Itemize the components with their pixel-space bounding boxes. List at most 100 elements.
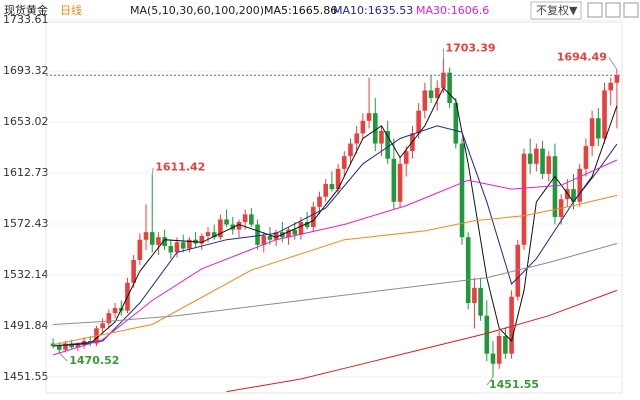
candle-body <box>422 90 428 111</box>
annotation-pointer <box>58 352 68 362</box>
candle-body <box>472 287 477 304</box>
candle-body <box>372 113 378 144</box>
candle-body <box>416 110 421 134</box>
zoom-icon[interactable] <box>587 2 603 18</box>
candle-body <box>577 168 583 202</box>
candle-body <box>205 232 211 236</box>
ma-line <box>226 289 618 393</box>
y-tick-label: 1572.43 <box>3 217 49 230</box>
candle-body <box>304 222 310 228</box>
annotation-pointer <box>608 57 618 70</box>
legend-entry: MA30:1606.6 <box>416 4 489 17</box>
ma-line <box>53 243 618 325</box>
candle-body <box>255 224 260 245</box>
ma-line <box>53 87 618 347</box>
candle-body <box>63 343 68 350</box>
candle-body <box>385 130 390 159</box>
candle-body <box>608 82 614 91</box>
candle-body <box>106 313 112 324</box>
candle-body <box>490 353 496 364</box>
candle-body <box>391 158 397 202</box>
candle-body <box>311 206 316 228</box>
candle-body <box>75 344 81 348</box>
candle-body <box>602 90 607 139</box>
annotation: 1703.39 <box>445 41 495 54</box>
candle-body <box>447 72 452 104</box>
candle-body <box>174 242 180 253</box>
candle-body <box>112 308 118 314</box>
candle-body <box>428 90 434 98</box>
candle-body <box>521 153 527 245</box>
settings-icon[interactable] <box>605 2 621 18</box>
candle-body <box>515 244 521 297</box>
candle-body <box>484 315 490 354</box>
candle-body <box>540 148 545 174</box>
candle-body <box>224 219 229 225</box>
candle-body <box>397 163 403 202</box>
candle-body <box>56 346 62 350</box>
candle-body <box>292 229 298 235</box>
candle-body <box>552 156 558 217</box>
candle-body <box>137 239 143 260</box>
legend-entry: MA5:1665.86 <box>264 4 337 17</box>
annotation: 1470.52 <box>69 354 119 367</box>
candle-body <box>187 239 192 249</box>
adjust-button[interactable] <box>530 1 582 20</box>
adjust-button-label[interactable]: 不复权▼ <box>536 3 578 17</box>
y-tick-label: 1491.84 <box>3 319 49 332</box>
candle-body <box>509 296 514 354</box>
candle-body <box>69 343 74 348</box>
y-tick-label: 1653.02 <box>3 115 49 128</box>
candle-body <box>589 118 595 147</box>
y-tick-label: 1733.61 <box>3 13 49 26</box>
candle-body <box>323 184 329 197</box>
candle-body <box>149 232 155 245</box>
annotation-pointer <box>151 167 154 175</box>
y-tick-label: 1693.32 <box>3 64 49 77</box>
candle-body <box>162 237 167 247</box>
candle-body <box>317 196 322 207</box>
candle-body <box>218 219 223 238</box>
candle-body <box>286 229 291 238</box>
candle-body <box>465 237 471 304</box>
ma-line <box>53 125 618 347</box>
candle-body <box>534 148 539 164</box>
y-tick-label: 1451.55 <box>3 370 49 383</box>
candle-body <box>267 235 273 240</box>
y-tick-label: 1612.73 <box>3 166 49 179</box>
ma-line <box>52 194 618 346</box>
candle-body <box>242 214 248 223</box>
annotation: 1694.49 <box>557 51 607 64</box>
y-tick-label: 1532.14 <box>3 268 49 281</box>
fullscreen-icon[interactable] <box>623 2 639 18</box>
candle-body <box>211 232 217 238</box>
candle-body <box>360 120 366 134</box>
candle-body <box>496 335 502 364</box>
candle-body <box>441 72 446 88</box>
candle-body <box>571 189 576 202</box>
candle-body <box>546 156 552 174</box>
candle-body <box>236 222 242 230</box>
candle-body <box>199 235 205 244</box>
candle-body <box>379 130 384 144</box>
candle-body <box>434 87 440 98</box>
candle-body <box>503 335 508 354</box>
annotation: 1451.55 <box>489 378 539 391</box>
candle-body <box>100 323 105 329</box>
ma-line <box>52 159 618 356</box>
instrument-title: 现货黄金 <box>4 3 48 17</box>
candle-body <box>478 287 483 316</box>
candle-body <box>583 146 589 169</box>
candle-body <box>298 222 304 235</box>
candle-body <box>180 242 186 249</box>
candle-body <box>527 153 533 164</box>
period[interactable]: 日线 <box>60 3 82 17</box>
candle-body <box>168 246 174 253</box>
plot-frame <box>45 21 623 394</box>
candle-body <box>596 118 601 139</box>
candle-body <box>354 133 359 144</box>
annotation: 1611.42 <box>155 161 205 174</box>
candle-body <box>261 235 267 245</box>
ma-params: MA(5,10,30,60,100,200) <box>130 4 264 17</box>
